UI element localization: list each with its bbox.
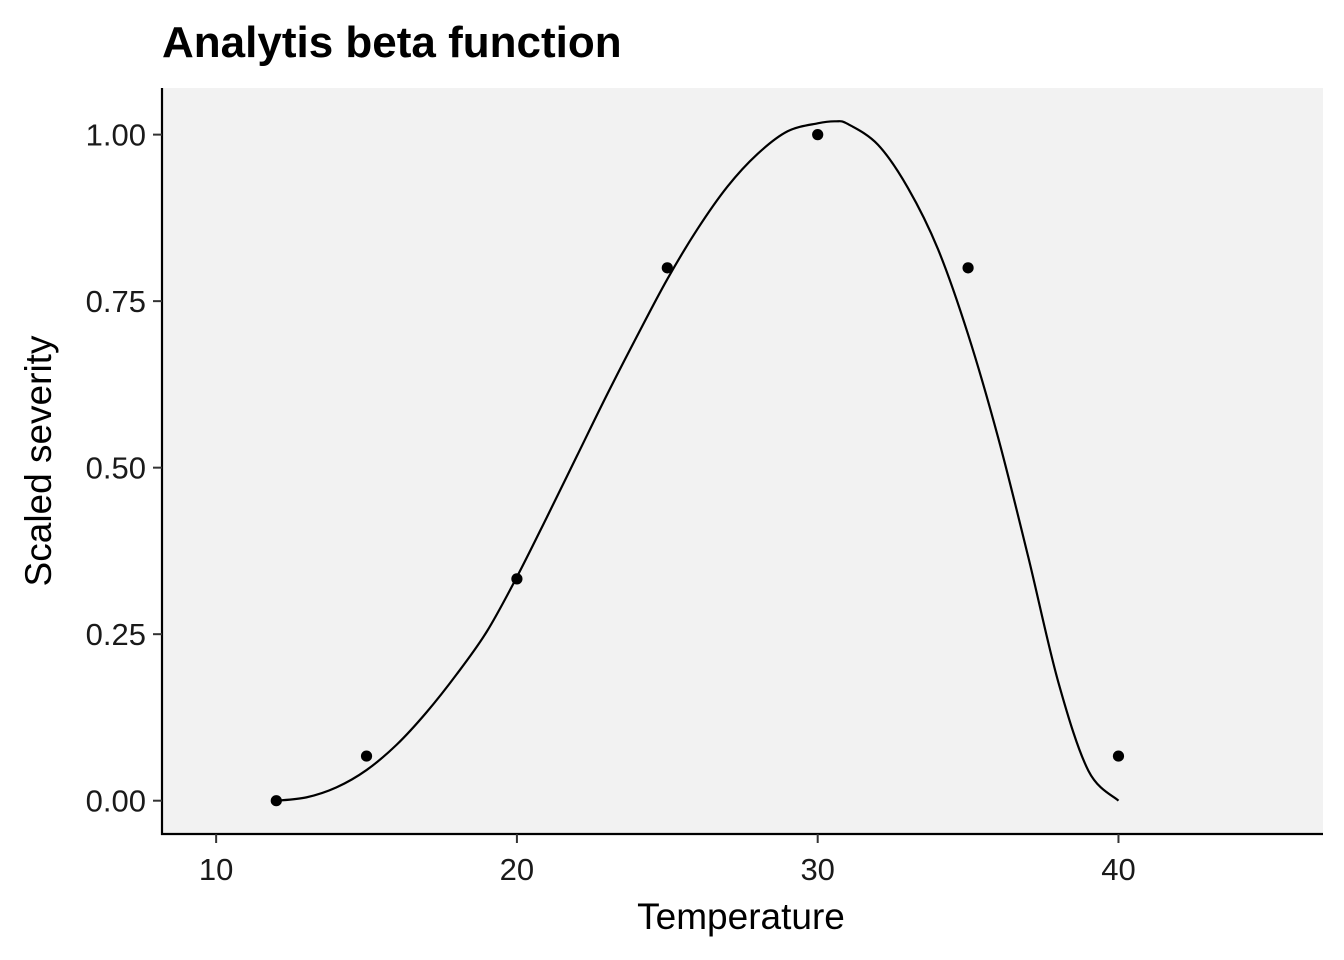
- y-tick-label: 0.50: [86, 451, 146, 486]
- data-point: [962, 262, 974, 274]
- data-points-layer: [270, 129, 1125, 807]
- data-point: [511, 573, 523, 585]
- y-tick-label: 1.00: [86, 118, 146, 153]
- y-tick-label: 0.25: [86, 617, 146, 652]
- x-tick-label: 40: [1101, 852, 1135, 887]
- data-point: [812, 129, 824, 141]
- x-tick-label: 30: [800, 852, 834, 887]
- y-tick-label: 0.75: [86, 284, 146, 319]
- y-tick-label: 0.00: [86, 784, 146, 819]
- y-axis-title: Scaled severity: [18, 335, 59, 586]
- data-point: [1112, 750, 1125, 762]
- x-axis-title: Temperature: [637, 896, 845, 937]
- chart-title: Analytis beta function: [162, 18, 622, 67]
- data-point: [360, 750, 373, 762]
- plot-panel: [162, 88, 1323, 834]
- fitted-curve-layer: [276, 120, 1120, 802]
- x-tick-label: 10: [199, 852, 233, 887]
- data-point: [661, 262, 673, 274]
- fitted-curve-line: [276, 120, 1120, 802]
- x-axis-ticks: 10 20 30 40: [199, 834, 1136, 887]
- x-tick-label: 20: [500, 852, 534, 887]
- data-point: [270, 795, 282, 807]
- y-axis-ticks: 0.00 0.25 0.50 0.75 1.00: [86, 118, 162, 819]
